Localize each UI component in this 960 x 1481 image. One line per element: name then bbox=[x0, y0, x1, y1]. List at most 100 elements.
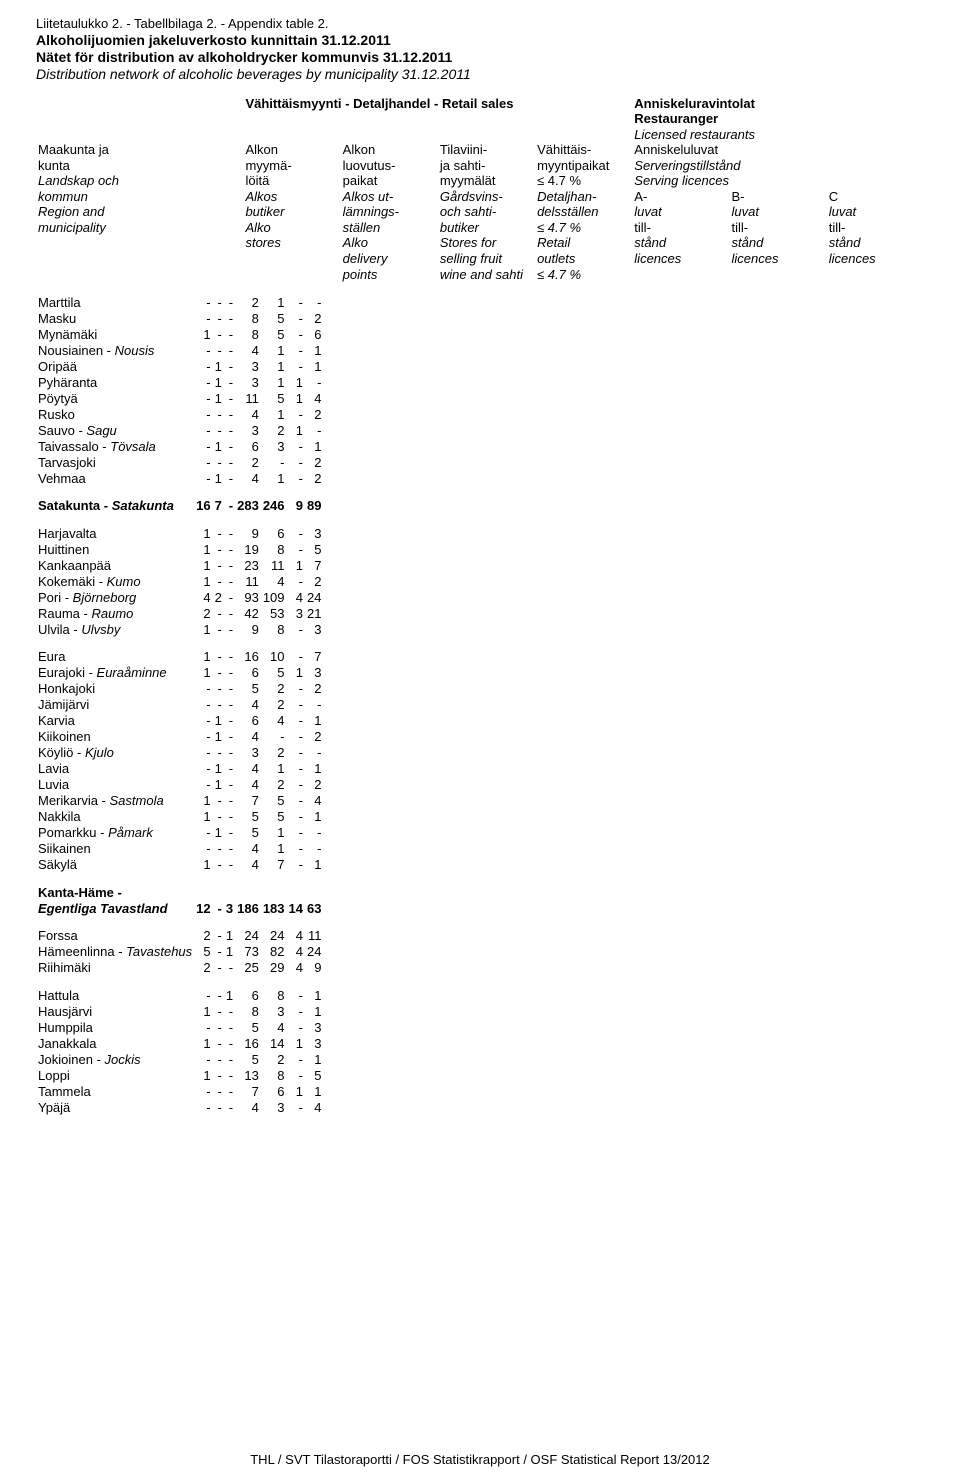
table-row: Sauvo - Sagu---321- bbox=[36, 422, 323, 438]
colhead-cell: delsställen bbox=[535, 205, 632, 221]
table-row: Köyliö - Kjulo---32-- bbox=[36, 745, 323, 761]
row-name: Tarvasjoki bbox=[36, 454, 194, 470]
table-row: Oripää-1-31-1 bbox=[36, 358, 323, 374]
colhead-cell bbox=[36, 251, 243, 267]
row-name: Tammela bbox=[36, 1083, 194, 1099]
table-row: Forssa2-12424411 bbox=[36, 916, 323, 944]
row-value: - bbox=[213, 681, 224, 697]
row-name: Pyhäranta bbox=[36, 374, 194, 390]
row-value: 3 bbox=[235, 358, 261, 374]
table-row: Eurajoki - Euraåminne1--6513 bbox=[36, 665, 323, 681]
row-value: 1 bbox=[261, 358, 287, 374]
row-value: 4 bbox=[305, 793, 323, 809]
colhead-cell: Serveringstillstånd bbox=[632, 158, 924, 174]
row-value: 1 bbox=[213, 729, 224, 745]
table-row: Karvia-1-64-1 bbox=[36, 713, 323, 729]
row-value: - bbox=[305, 697, 323, 713]
row-value: 24 bbox=[235, 916, 261, 944]
row-value: - bbox=[224, 621, 235, 637]
row-value: 9 bbox=[235, 514, 261, 542]
table-row: Rusko---41-2 bbox=[36, 406, 323, 422]
row-value: 4 bbox=[235, 697, 261, 713]
table-row: Kiikoinen-1-4--2 bbox=[36, 729, 323, 745]
row-name: Marttila bbox=[36, 283, 194, 311]
row-name: Eura bbox=[36, 637, 194, 665]
row-name: Janakkala bbox=[36, 1035, 194, 1051]
row-value: 1 bbox=[287, 1035, 305, 1051]
row-value: 16 bbox=[235, 1035, 261, 1051]
row-value: 1 bbox=[305, 358, 323, 374]
table-row: Huittinen1--198-5 bbox=[36, 541, 323, 557]
row-name: Hämeenlinna - Tavastehus bbox=[36, 944, 194, 960]
row-value: - bbox=[194, 713, 212, 729]
row-value: 2 bbox=[261, 422, 287, 438]
row-name: Honkajoki bbox=[36, 681, 194, 697]
row-value bbox=[305, 873, 323, 901]
row-value: - bbox=[194, 390, 212, 406]
row-name: Taivassalo - Tövsala bbox=[36, 438, 194, 454]
data-table: Vähittäismyynti - Detaljhandel - Retail … bbox=[36, 96, 924, 1115]
row-value: 24 bbox=[261, 916, 287, 944]
row-value: - bbox=[194, 761, 212, 777]
table-row: Taivassalo - Tövsala-1-63-1 bbox=[36, 438, 323, 454]
row-value: 5 bbox=[235, 825, 261, 841]
row-value: 3 bbox=[305, 621, 323, 637]
row-value: - bbox=[213, 1083, 224, 1099]
row-value: 10 bbox=[261, 637, 287, 665]
row-value: 2 bbox=[213, 589, 224, 605]
row-value: 5 bbox=[305, 1067, 323, 1083]
row-value: - bbox=[213, 809, 224, 825]
colhead-cell: licences bbox=[827, 251, 924, 267]
row-value: 4 bbox=[287, 960, 305, 976]
row-value: - bbox=[194, 454, 212, 470]
row-value: 1 bbox=[305, 438, 323, 454]
row-value: 23 bbox=[235, 557, 261, 573]
row-value: - bbox=[224, 326, 235, 342]
title-sv: Nätet för distribution av alkoholdrycker… bbox=[36, 49, 924, 65]
row-value: 186 bbox=[235, 900, 261, 916]
row-value: 3 bbox=[305, 514, 323, 542]
row-value: - bbox=[194, 310, 212, 326]
row-value: - bbox=[287, 729, 305, 745]
row-name: Forssa bbox=[36, 916, 194, 944]
row-value bbox=[287, 873, 305, 901]
row-value: - bbox=[224, 589, 235, 605]
colhead-cell: till- bbox=[827, 220, 924, 236]
row-value: - bbox=[287, 825, 305, 841]
row-value: - bbox=[287, 541, 305, 557]
colhead-cell: Gårdsvins- bbox=[438, 189, 535, 205]
colhead-cell: outlets bbox=[535, 251, 632, 267]
row-value: - bbox=[213, 557, 224, 573]
row-value: - bbox=[224, 358, 235, 374]
row-name: Kiikoinen bbox=[36, 729, 194, 745]
row-name: Harjavalta bbox=[36, 514, 194, 542]
row-value: - bbox=[213, 665, 224, 681]
row-value: - bbox=[224, 960, 235, 976]
colhead-cell: B- bbox=[730, 189, 827, 205]
row-value: 1 bbox=[305, 1003, 323, 1019]
table-row: Jämijärvi---42-- bbox=[36, 697, 323, 713]
table-row: Harjavalta1--96-3 bbox=[36, 514, 323, 542]
row-value: - bbox=[213, 1067, 224, 1083]
row-value: 5 bbox=[261, 665, 287, 681]
row-value bbox=[213, 873, 224, 901]
footer-line: THL / SVT Tilastoraportti / FOS Statisti… bbox=[0, 1452, 960, 1467]
colhead-cell: stores bbox=[243, 236, 340, 252]
row-value: - bbox=[287, 514, 305, 542]
row-value: - bbox=[224, 841, 235, 857]
table-row: Riihimäki2--252949 bbox=[36, 960, 323, 976]
colhead-cell bbox=[730, 267, 827, 283]
row-value: - bbox=[287, 637, 305, 665]
row-value: 2 bbox=[261, 681, 287, 697]
table-row: Tammela---7611 bbox=[36, 1083, 323, 1099]
row-value: 6 bbox=[261, 514, 287, 542]
row-name: Pöytyä bbox=[36, 390, 194, 406]
row-value: - bbox=[261, 454, 287, 470]
colhead-cell: myyntipaikat bbox=[535, 158, 632, 174]
row-value: 9 bbox=[287, 486, 305, 514]
row-value: 2 bbox=[305, 470, 323, 486]
colhead-cell: och sahti- bbox=[438, 205, 535, 221]
row-value: 5 bbox=[235, 1019, 261, 1035]
row-value: - bbox=[224, 1035, 235, 1051]
colhead-cell: Region and bbox=[36, 205, 243, 221]
